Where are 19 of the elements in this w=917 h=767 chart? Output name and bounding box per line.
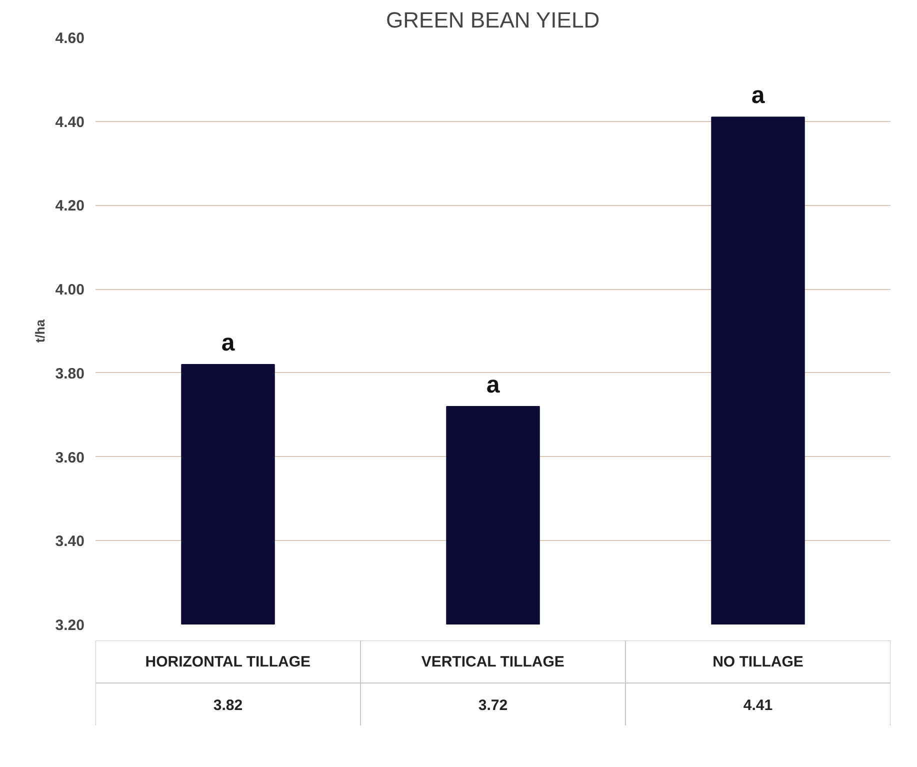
y-tick-label: 4.20 bbox=[55, 198, 85, 215]
data-label: 3.72 bbox=[478, 696, 508, 714]
annotation: a bbox=[751, 82, 766, 110]
y-tick-label: 3.40 bbox=[55, 533, 85, 550]
y-tick-label: 4.00 bbox=[55, 282, 85, 299]
x-tick-label: VERTICAL TILLAGE bbox=[421, 653, 564, 670]
annotation: a bbox=[486, 371, 500, 398]
y-tick-label: 3.80 bbox=[55, 365, 85, 382]
y-tick-label: 4.60 bbox=[55, 30, 85, 47]
data-label: 3.82 bbox=[213, 696, 243, 714]
y-axis-title: t/ha bbox=[32, 318, 48, 343]
x-tick-label: HORIZONTAL TILLAGE bbox=[145, 653, 310, 670]
y-tick-label: 4.40 bbox=[55, 114, 85, 131]
chart-title: GREEN BEAN YIELD bbox=[386, 8, 600, 32]
y-tick-label: 3.20 bbox=[55, 617, 85, 634]
y-tick-label: 3.60 bbox=[55, 449, 85, 466]
data-label: 4.41 bbox=[743, 696, 773, 714]
annotation: a bbox=[221, 330, 236, 357]
x-tick-label: NO TILLAGE bbox=[712, 653, 804, 670]
